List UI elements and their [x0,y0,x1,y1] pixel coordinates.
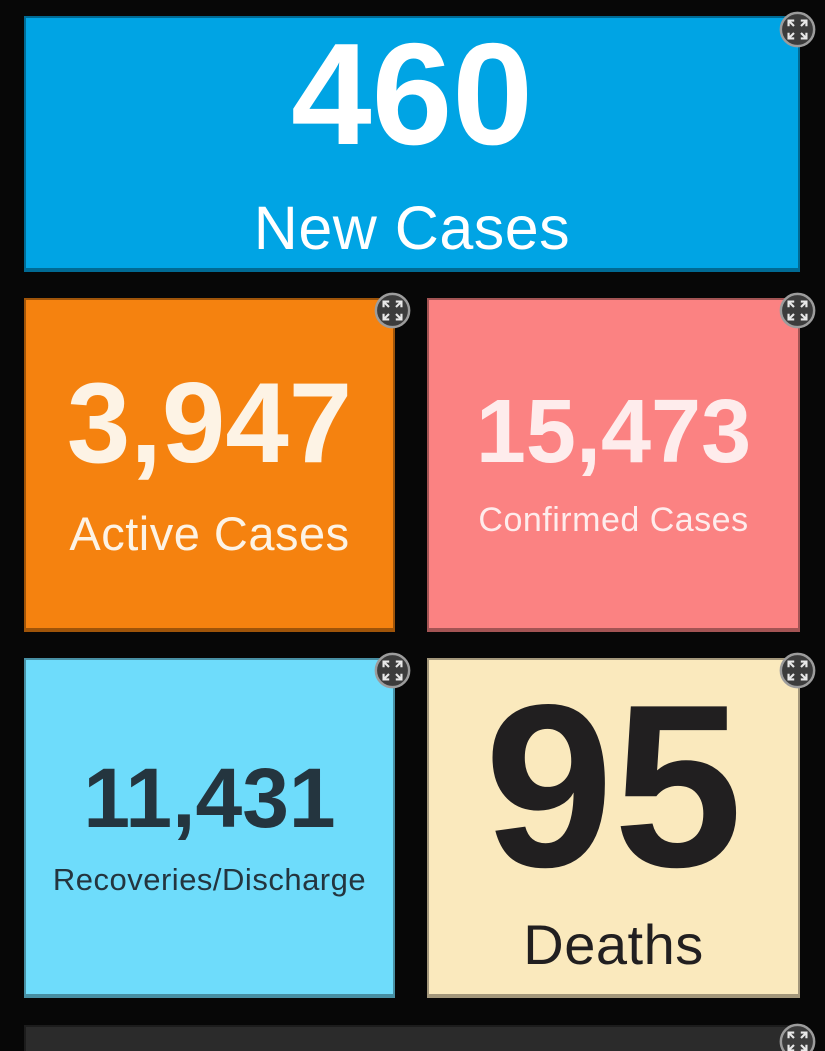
expand-button[interactable] [779,11,816,48]
stat-value: 3,947 [66,359,353,487]
stat-label: Recoveries/Discharge [52,862,367,898]
stat-card-active-cases: 3,947 Active Cases [24,292,411,632]
stat-card-recoveries-discharge: 11,431 Recoveries/Discharge [24,652,411,998]
expand-icon [779,292,816,329]
expand-icon [374,652,411,689]
stat-value: 15,473 [475,382,752,483]
stat-label: Deaths [523,913,704,977]
expand-icon [779,11,816,48]
stat-value: 95 [484,657,743,917]
stat-value: 11,431 [83,751,336,846]
expand-icon [779,652,816,689]
expand-icon [779,1023,816,1051]
stat-card-confirmed-cases: 15,473 Confirmed Cases [427,292,816,632]
stat-label: New Cases [253,194,571,263]
stat-card-new-cases: 460 New Cases [24,11,816,272]
stat-card-partial-bottom [24,1023,816,1051]
expand-button[interactable] [779,292,816,329]
expand-button[interactable] [374,652,411,689]
stat-label: Confirmed Cases [478,501,749,540]
expand-button[interactable] [779,652,816,689]
stat-card-deaths: 95 Deaths [427,652,816,998]
expand-button[interactable] [374,292,411,329]
stat-value: 460 [291,13,533,176]
stat-label: Active Cases [69,506,350,560]
expand-icon [374,292,411,329]
expand-button[interactable] [779,1023,816,1051]
